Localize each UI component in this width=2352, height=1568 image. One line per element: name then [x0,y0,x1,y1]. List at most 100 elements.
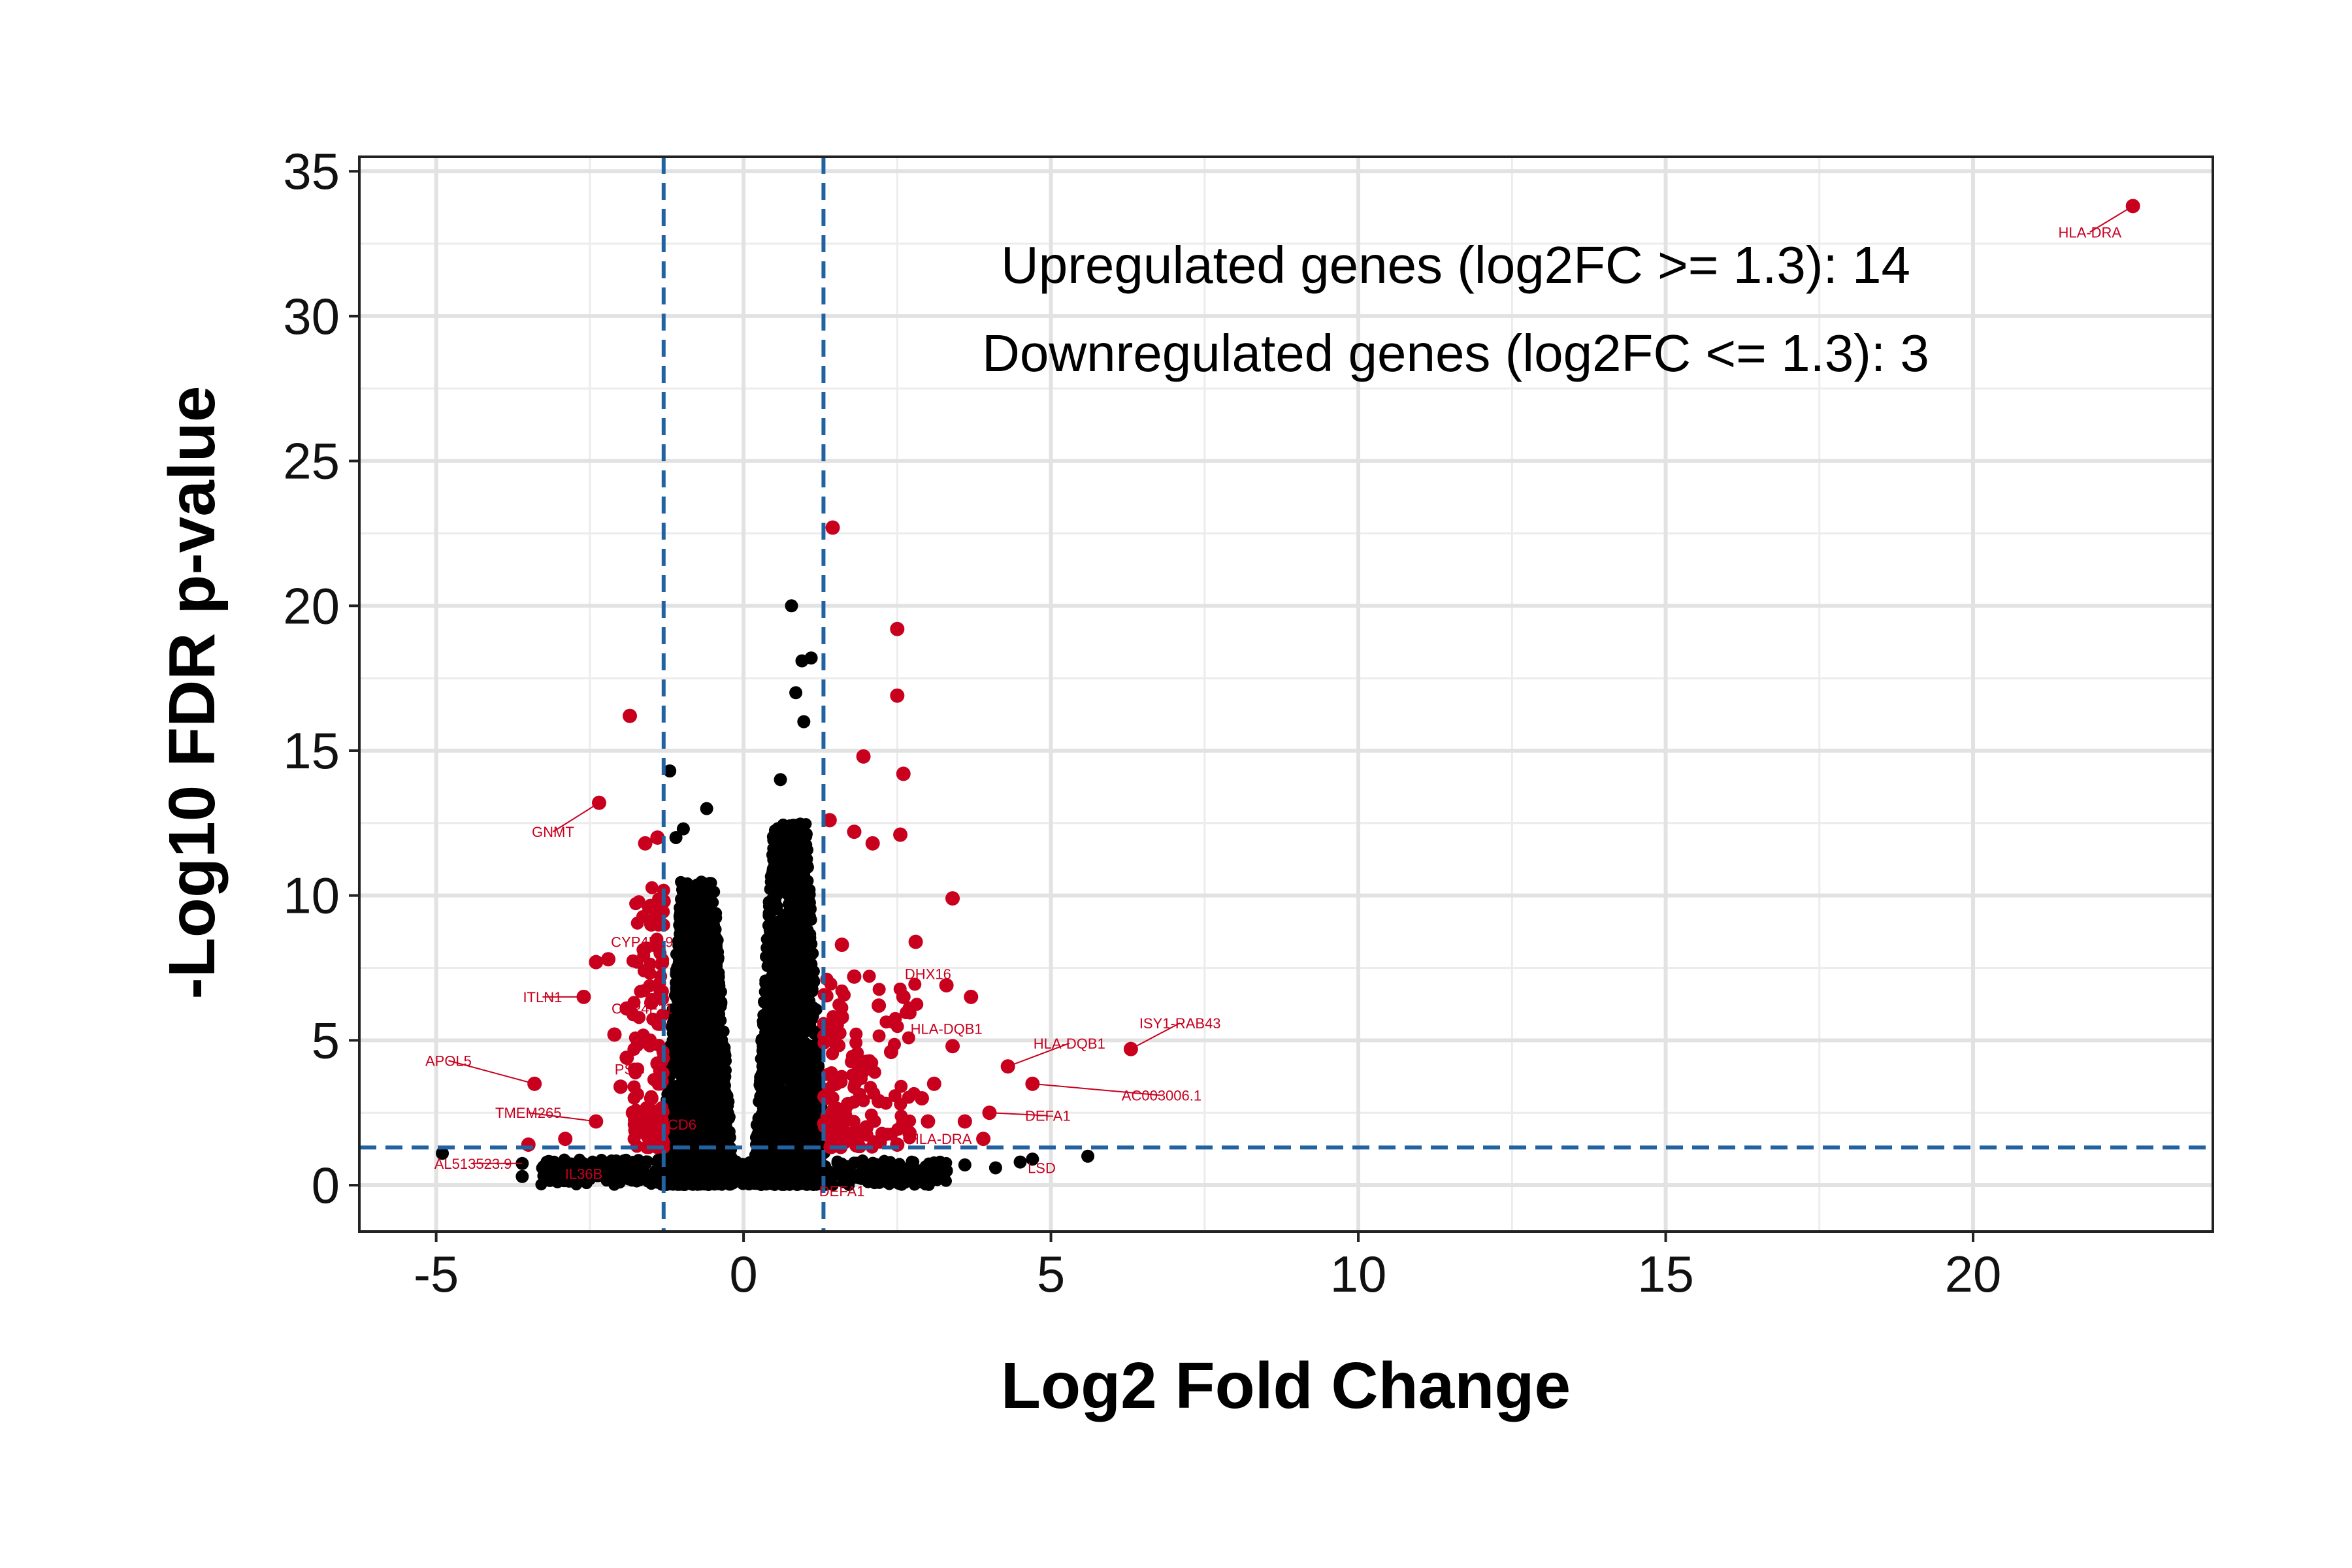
point-significant [833,1115,847,1129]
y-tick-label: 35 [283,142,340,200]
point-nonsignificant [715,1032,727,1045]
point-nonsignificant [698,904,710,916]
point-significant [864,1081,877,1094]
point-nonsignificant [707,1058,719,1070]
point-significant [656,956,670,970]
point-nonsignificant [791,1176,804,1188]
point-nonsignificant [763,931,776,943]
point-nonsignificant [767,1019,779,1031]
point-nonsignificant [692,879,704,891]
point-significant [828,1076,843,1091]
point-nonsignificant [848,1156,860,1169]
point-nonsignificant [789,828,801,840]
point-nonsignificant [770,1086,783,1098]
point-nonsignificant [774,773,787,787]
point-nonsignificant [700,973,713,985]
point-nonsignificant [670,1079,682,1092]
point-nonsignificant [798,951,810,963]
point-significant [847,969,862,984]
point-significant [957,1114,972,1129]
point-significant [601,952,616,967]
point-nonsignificant [862,1169,875,1182]
point-significant [890,621,905,636]
point-significant [826,1047,840,1060]
point-significant [589,955,604,970]
point-nonsignificant [923,1157,935,1169]
x-axis-ticks: -5 0 5 10 15 20 [414,1232,2001,1303]
point-nonsignificant [784,943,796,955]
y-tick-label: 15 [283,722,340,779]
point-nonsignificant [811,1047,824,1059]
point-nonsignificant [785,599,798,613]
point-significant [630,916,644,930]
x-tick-label: 0 [729,1245,757,1303]
point-nonsignificant [667,1173,679,1186]
point-significant [945,891,960,906]
point-significant [823,1115,837,1128]
point-significant [872,1029,886,1043]
gene-labels: HLA-DRA GNMT CYP4F19 ITLN1 CYP4F11 APOL5 PSG CD… [425,205,2134,1200]
point-nonsignificant [700,955,713,967]
gene-label: HLA-DRA [909,1131,972,1147]
point-nonsignificant [898,1177,911,1189]
point-nonsignificant [761,1088,774,1100]
point-nonsignificant [595,1161,609,1175]
y-tick-label: 20 [283,577,340,634]
x-tick-label: 20 [1945,1245,2002,1303]
point-nonsignificant [685,921,697,933]
point-nonsignificant [674,911,686,924]
point-nonsignificant [676,822,690,836]
point-nonsignificant [710,1103,722,1116]
point-nonsignificant [798,971,811,983]
y-tick-label: 0 [312,1156,340,1214]
point-nonsignificant [663,764,677,777]
point-nonsignificant [794,917,807,929]
point-significant [832,998,846,1011]
point-nonsignificant [772,1028,785,1040]
point-significant [651,1071,664,1085]
point-significant [651,1017,665,1031]
point-nonsignificant [762,907,775,919]
point-nonsignificant [693,1050,705,1062]
point-nonsignificant [755,1096,767,1109]
point-significant [939,978,954,993]
point-significant [865,836,880,851]
point-nonsignificant [715,1162,728,1174]
x-tick-label: 15 [1637,1245,1694,1303]
point-nonsignificant [770,894,782,906]
point-nonsignificant [907,1162,920,1174]
gene-label-leader [1032,1083,1162,1096]
point-nonsignificant [762,919,774,932]
point-significant [847,1081,861,1094]
point-nonsignificant [651,1177,663,1189]
point-nonsignificant [681,881,694,893]
point-significant [644,898,657,912]
point-nonsignificant [764,972,776,985]
point-nonsignificant [768,860,780,873]
point-nonsignificant [875,1164,888,1176]
point-nonsignificant [664,1160,676,1173]
point-significant [872,998,887,1013]
point-nonsignificant [716,1048,728,1060]
point-significant [902,1126,917,1141]
point-nonsignificant [792,1027,805,1039]
point-significant [862,970,876,983]
point-nonsignificant [822,1171,834,1184]
point-nonsignificant [761,1160,774,1172]
point-nonsignificant [885,1166,898,1179]
point-significant [910,998,924,1011]
point-nonsignificant [674,1132,687,1145]
point-significant [634,985,647,998]
point-nonsignificant [1026,1152,1039,1166]
point-significant [921,1114,936,1129]
x-axis-title: Log2 Fold Change [1001,1349,1571,1422]
gene-label-leader [2089,205,2134,233]
point-nonsignificant [630,1171,642,1184]
point-nonsignificant [798,1083,810,1095]
nonsignificant-points [436,599,1095,1192]
point-nonsignificant [681,1111,694,1123]
point-significant [890,1020,904,1034]
point-nonsignificant [791,1058,804,1070]
point-nonsignificant [779,887,792,899]
